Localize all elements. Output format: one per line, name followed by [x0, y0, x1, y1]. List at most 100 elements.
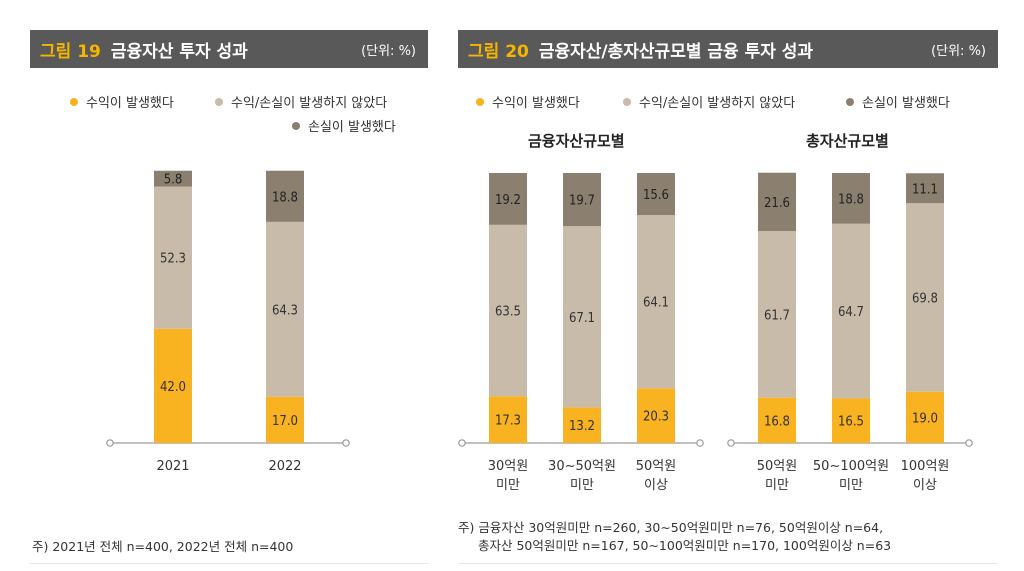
data-label-loss: 19.7: [569, 194, 595, 209]
data-label-loss: 5.8: [164, 173, 183, 188]
legend-label-loss: 손실이 발생했다: [862, 96, 950, 111]
figure-20-unit: (단위: %): [931, 43, 986, 59]
bar-segment-none: [832, 223, 870, 399]
category-label: 2022: [268, 459, 301, 474]
x-axis-end-marker: [965, 439, 973, 447]
category-label: 100억원: [901, 459, 950, 474]
data-label-loss: 18.8: [272, 190, 298, 205]
figure-19-title-bar: 그림 19 금융자산 투자 성과 (단위: %): [30, 30, 428, 68]
legend-dot-loss: [292, 121, 300, 130]
legend-dot-loss: [846, 97, 854, 106]
category-label: 미만: [765, 478, 789, 493]
data-label-none: 61.7: [764, 308, 790, 323]
figure-19: 그림 19 금융자산 투자 성과 (단위: %) 수익이 발생했다 수익/손실이…: [0, 0, 440, 571]
data-label-none: 52.3: [160, 252, 186, 267]
legend-item-none: 수익/손실이 발생하지 않았다: [623, 92, 795, 111]
bar-segment-loss: [154, 170, 192, 187]
bar-segment-none: [563, 226, 601, 408]
group-title-financial-assets: 금융자산규모별: [528, 132, 625, 150]
legend-dot-profit: [70, 97, 78, 106]
category-label: 이상: [644, 478, 668, 493]
x-axis-start-marker: [727, 439, 735, 447]
legend-item-loss: 손실이 발생했다: [846, 92, 950, 111]
data-label-loss: 18.8: [838, 192, 864, 207]
x-axis-end-marker: [342, 439, 350, 447]
figure-20-note-line-1: 주) 금융자산 30억원미만 n=260, 30∼50억원미만 n=76, 50…: [458, 520, 884, 535]
category-label: 미만: [496, 478, 520, 493]
legend-item-profit: 수익이 발생했다: [476, 92, 580, 111]
bar-segment-loss: [637, 173, 675, 216]
legend-label-none: 수익/손실이 발생하지 않았다: [231, 96, 388, 111]
bar-segment-profit: [758, 397, 796, 443]
bar-segment-loss: [266, 170, 304, 222]
data-label-profit: 42.0: [160, 380, 186, 395]
data-label-profit: 19.0: [912, 411, 938, 426]
figure-20: 그림 20 금융자산/총자산규모별 금융 투자 성과 (단위: %) 수익이 발…: [440, 0, 1024, 571]
legend-item-profit: 수익이 발생했다: [70, 92, 174, 111]
figure-20-note-line-2: 총자산 50억원미만 n=167, 50∼100억원미만 n=170, 100억…: [478, 538, 892, 553]
category-label: 50∼100억원: [813, 459, 889, 474]
data-label-profit: 20.3: [643, 410, 669, 425]
bar-segment-loss: [906, 173, 944, 204]
legend-item-loss: 손실이 발생했다: [292, 116, 396, 135]
bar-segment-none: [266, 221, 304, 397]
bar-segment-profit: [154, 328, 192, 443]
figure-19-title: 금융자산 투자 성과: [110, 41, 248, 62]
data-label-profit: 17.0: [272, 414, 298, 429]
data-label-none: 64.1: [643, 296, 669, 311]
figure-19-note: 주) 2021년 전체 n=400, 2022년 전체 n=400: [32, 539, 294, 554]
data-label-none: 64.3: [272, 303, 298, 318]
data-label-profit: 16.5: [838, 415, 864, 430]
figure-19-unit: (단위: %): [361, 43, 416, 59]
bar-segment-loss: [758, 172, 796, 232]
data-label-profit: 16.8: [764, 414, 790, 429]
bar-segment-profit: [563, 407, 601, 443]
figure-20-title-bar: 그림 20 금융자산/총자산규모별 금융 투자 성과 (단위: %): [458, 30, 998, 68]
category-label: 50억원: [636, 459, 676, 474]
legend-dot-none: [215, 97, 223, 106]
legend-item-none: 수익/손실이 발생하지 않았다: [215, 92, 387, 111]
bar-segment-profit: [637, 388, 675, 443]
legend-label-none: 수익/손실이 발생하지 않았다: [639, 96, 796, 111]
legend-label-profit: 수익이 발생했다: [492, 96, 580, 111]
bar-segment-none: [637, 215, 675, 389]
bar-segment-profit: [489, 396, 527, 443]
x-axis-start-marker: [458, 439, 466, 447]
data-label-loss: 19.2: [495, 193, 521, 208]
category-label: 30억원: [488, 459, 528, 474]
data-label-none: 64.7: [838, 305, 864, 320]
bar-segment-none: [758, 231, 796, 398]
category-label: 미만: [570, 478, 594, 493]
data-label-none: 69.8: [912, 291, 938, 306]
bar-segment-loss: [489, 173, 527, 225]
data-label-none: 63.5: [495, 305, 521, 320]
legend-dot-none: [623, 97, 631, 106]
x-axis-end-marker: [696, 439, 704, 447]
bar-segment-none: [906, 203, 944, 392]
group-title-total-assets: 총자산규모별: [806, 132, 889, 150]
data-label-loss: 11.1: [912, 182, 938, 197]
category-label: 2021: [156, 459, 189, 474]
bar-segment-profit: [906, 391, 944, 443]
legend-dot-profit: [476, 97, 484, 106]
data-label-loss: 21.6: [764, 196, 790, 211]
figure-20-title: 금융자산/총자산규모별 금융 투자 성과: [538, 41, 814, 62]
x-axis-start-marker: [106, 439, 114, 447]
bar-segment-profit: [266, 396, 304, 443]
category-label: 30∼50억원: [548, 459, 616, 474]
bar-segment-profit: [832, 398, 870, 443]
figure-19-number: 그림 19: [40, 41, 101, 62]
data-label-none: 67.1: [569, 311, 595, 326]
data-label-loss: 15.6: [643, 188, 669, 203]
category-label: 50억원: [757, 459, 797, 474]
bar-segment-none: [154, 186, 192, 329]
separator-line: [458, 563, 998, 564]
category-label: 미만: [839, 478, 863, 493]
legend-label-profit: 수익이 발생했다: [86, 96, 174, 111]
figure-20-number: 그림 20: [468, 41, 529, 62]
data-label-profit: 13.2: [569, 419, 595, 434]
legend-label-loss: 손실이 발생했다: [308, 120, 396, 135]
separator-line: [30, 563, 428, 564]
bar-segment-loss: [832, 173, 870, 224]
data-label-profit: 17.3: [495, 414, 521, 429]
